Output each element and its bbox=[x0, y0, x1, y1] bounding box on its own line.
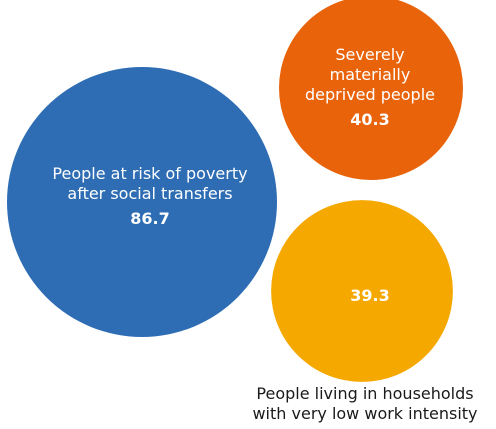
bubble-caption-line: after social transfers bbox=[67, 184, 233, 203]
bubble-value-material-deprivation: 40.3 bbox=[350, 110, 390, 129]
bubble-label-material-deprivation: Severely materially deprived people 40.3 bbox=[290, 45, 450, 130]
bubble-caption-line: Severely bbox=[335, 45, 405, 64]
bubble-material-deprivation bbox=[279, 0, 463, 180]
bubble-caption-line: deprived people bbox=[305, 85, 435, 104]
bubble-low-work-intensity bbox=[271, 200, 453, 382]
bubble-value-low-work-intensity: 39.3 bbox=[350, 286, 390, 305]
bubble-poverty-risk bbox=[7, 67, 277, 337]
bubble-caption-line: People living in households bbox=[256, 384, 474, 403]
bubble-value-poverty-risk: 86.7 bbox=[130, 209, 170, 228]
bubble-value-label-low-work-intensity: 39.3 bbox=[300, 286, 440, 306]
bubble-caption-line: materially bbox=[329, 65, 411, 84]
bubble-caption-line: People at risk of poverty bbox=[52, 164, 248, 183]
bubble-label-poverty-risk: People at risk of poverty after social t… bbox=[20, 164, 280, 229]
bubble-caption-line: with very low work intensity bbox=[252, 404, 478, 423]
bubble-label-low-work-intensity: People living in households with very lo… bbox=[238, 384, 492, 424]
